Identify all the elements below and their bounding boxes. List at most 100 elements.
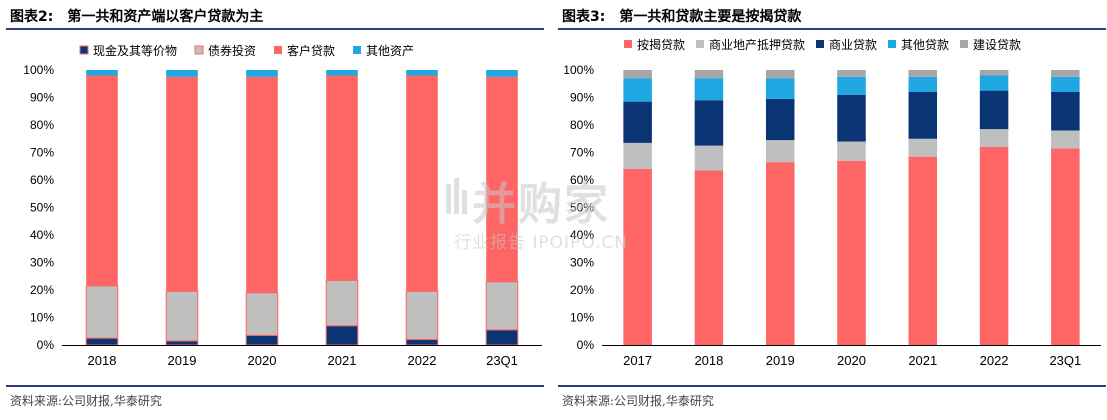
bar-segment	[85, 285, 119, 339]
y-tick-label: 80%	[570, 118, 594, 132]
bar-segment	[979, 75, 1009, 91]
legend-label: 按揭贷款	[637, 37, 685, 52]
bar-segment	[694, 78, 724, 101]
y-tick-label: 90%	[30, 91, 54, 105]
bar-segment	[166, 76, 198, 292]
figure-title-text: 第一共和资产端以客户贷款为主	[67, 9, 264, 25]
y-tick-label: 10%	[30, 311, 54, 325]
x-tick-label: 2020	[248, 353, 277, 368]
bar-segment	[623, 78, 652, 102]
y-tick-label: 0%	[37, 338, 55, 352]
bar-segment	[908, 76, 938, 92]
bar-segment	[1051, 92, 1080, 131]
bar-segment	[623, 101, 652, 143]
y-tick-label: 20%	[30, 283, 54, 297]
x-tick-label: 2017	[623, 353, 652, 368]
bar-segment	[837, 141, 866, 161]
bar-segment	[1051, 148, 1080, 345]
bar-segment	[1051, 76, 1080, 92]
x-tick-label: 2020	[837, 353, 866, 368]
bar-segment	[837, 76, 866, 95]
y-tick-label: 70%	[30, 146, 54, 160]
bar-segment	[908, 156, 938, 345]
bar-segment	[694, 70, 724, 79]
figure-title: 图表2: 第一共和资产端以客户贷款为主	[10, 6, 263, 26]
legend-swatch	[960, 40, 968, 48]
y-tick-label: 10%	[570, 311, 594, 325]
y-tick-label: 20%	[570, 283, 594, 297]
bar-segment	[765, 78, 795, 99]
bar-segment	[245, 292, 279, 336]
x-tick-label: 2021	[328, 353, 357, 368]
source-rule	[6, 385, 544, 387]
x-tick-label: 2018	[694, 353, 723, 368]
bar-segment	[85, 337, 119, 346]
bar-segment	[694, 170, 724, 345]
bar-segment	[1051, 130, 1080, 149]
y-tick-label: 80%	[30, 118, 54, 132]
legend-swatch	[624, 40, 632, 48]
legend-swatch	[888, 40, 896, 48]
source-note: 资料来源:公司财报,华泰研究	[10, 394, 162, 408]
bar-segment	[405, 290, 439, 340]
y-tick-label: 30%	[30, 256, 54, 270]
bar-segment	[406, 75, 438, 292]
bar-segment	[979, 70, 1009, 76]
bar-segment	[908, 92, 938, 139]
bar-segment	[326, 70, 358, 76]
bar-segment	[837, 94, 866, 142]
y-tick-label: 90%	[570, 91, 594, 105]
title-rule	[6, 28, 544, 30]
legend-label: 其他贷款	[901, 38, 949, 52]
bar-segment	[694, 145, 724, 171]
bar-segment	[979, 129, 1009, 147]
y-tick-label: 30%	[570, 256, 594, 270]
x-tick-label: 2019	[766, 353, 795, 368]
bar-segment	[837, 70, 866, 77]
y-tick-label: 0%	[577, 338, 595, 352]
bar-segment	[246, 70, 278, 77]
bar-segment	[765, 70, 795, 79]
legend-label: 建设贷款	[973, 38, 1021, 52]
y-tick-label: 60%	[30, 173, 54, 187]
bar-segment	[326, 75, 358, 281]
bar-segment	[325, 279, 359, 327]
bar-segment	[485, 329, 519, 346]
chart-panel-left: 图表2: 第一共和资产端以客户贷款为主 0% 10% 20% 30% 40% 50% 60% 7…	[0, 0, 545, 420]
legend-swatch	[79, 45, 89, 55]
bar-segment	[246, 76, 278, 293]
bar-segment	[405, 339, 439, 346]
bar-segment	[623, 142, 652, 169]
legend-label: 商业地产抵押贷款	[709, 37, 805, 52]
x-tick-label: 23Q1	[1049, 353, 1081, 368]
x-tick-label: 2022	[980, 353, 1009, 368]
source-note: 资料来源:公司财报,华泰研究	[562, 394, 714, 408]
bar-segment	[486, 70, 518, 77]
figure-label: 图表3:	[562, 9, 606, 25]
bar-segment	[765, 98, 795, 141]
bar-segment	[765, 140, 795, 163]
legend-label: 客户贷款	[287, 43, 335, 58]
bar-segment	[694, 100, 724, 146]
bar-segment	[86, 75, 118, 286]
bar-segment	[1051, 70, 1080, 77]
bar-segment	[406, 70, 438, 76]
x-tick-label: 2018	[88, 353, 117, 368]
y-tick-label: 70%	[570, 146, 594, 160]
legend-label: 债券投资	[208, 43, 256, 58]
bar-segment	[485, 281, 519, 331]
x-tick-label: 2022	[408, 353, 437, 368]
bar-segment	[623, 70, 652, 79]
bar-segment	[979, 147, 1009, 345]
legend-swatch	[353, 46, 361, 54]
legend-swatch	[274, 46, 282, 54]
figure-title-text: 第一共和贷款主要是按揭贷款	[619, 9, 802, 25]
x-tick-label: 2021	[908, 353, 937, 368]
legend-swatch	[194, 45, 204, 55]
bar-segment	[245, 334, 279, 346]
y-tick-label: 60%	[570, 173, 594, 187]
y-tick-label: 40%	[30, 228, 54, 242]
legend-label: 现金及其等价物	[93, 43, 177, 58]
y-tick-label: 50%	[570, 201, 594, 215]
x-tick-label: 23Q1	[486, 353, 518, 368]
